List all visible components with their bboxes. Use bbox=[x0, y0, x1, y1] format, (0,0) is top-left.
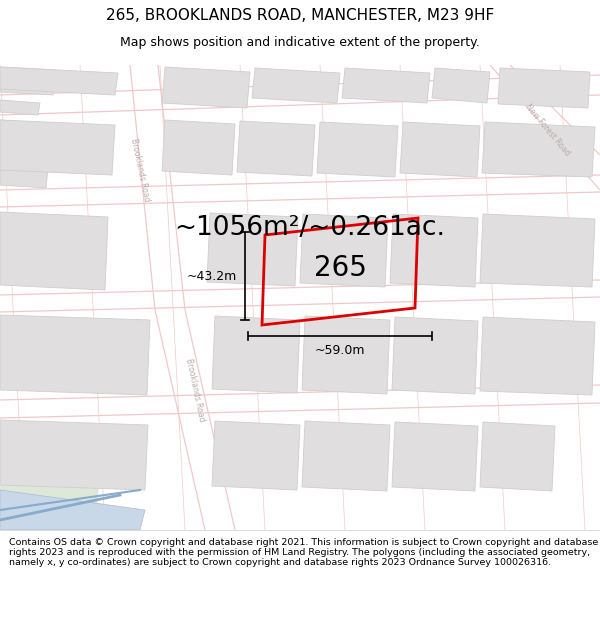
Text: Brooklands Road: Brooklands Road bbox=[129, 138, 151, 202]
Polygon shape bbox=[0, 212, 108, 290]
Polygon shape bbox=[0, 100, 40, 115]
Polygon shape bbox=[162, 120, 235, 175]
Polygon shape bbox=[300, 214, 388, 287]
Polygon shape bbox=[480, 422, 555, 491]
Text: 265, BROOKLANDS ROAD, MANCHESTER, M23 9HF: 265, BROOKLANDS ROAD, MANCHESTER, M23 9H… bbox=[106, 8, 494, 23]
Text: ~1056m²/~0.261ac.: ~1056m²/~0.261ac. bbox=[175, 215, 445, 241]
Polygon shape bbox=[342, 68, 430, 103]
Polygon shape bbox=[0, 490, 145, 530]
Polygon shape bbox=[432, 68, 490, 103]
Text: New Forest Road: New Forest Road bbox=[524, 102, 572, 158]
Text: Brooklands Road: Brooklands Road bbox=[184, 357, 206, 422]
Text: Map shows position and indicative extent of the property.: Map shows position and indicative extent… bbox=[120, 36, 480, 49]
Polygon shape bbox=[0, 420, 148, 490]
Polygon shape bbox=[480, 317, 595, 395]
Polygon shape bbox=[0, 67, 118, 95]
Polygon shape bbox=[0, 315, 150, 395]
Polygon shape bbox=[212, 421, 300, 490]
Polygon shape bbox=[400, 122, 480, 177]
Polygon shape bbox=[317, 122, 398, 177]
Polygon shape bbox=[252, 68, 340, 103]
Text: ~43.2m: ~43.2m bbox=[187, 269, 237, 282]
Polygon shape bbox=[390, 214, 478, 287]
Polygon shape bbox=[302, 316, 390, 394]
Polygon shape bbox=[207, 213, 298, 286]
Polygon shape bbox=[0, 165, 48, 188]
Polygon shape bbox=[392, 422, 478, 491]
Polygon shape bbox=[482, 122, 595, 177]
Polygon shape bbox=[162, 67, 250, 108]
Polygon shape bbox=[480, 214, 595, 287]
Polygon shape bbox=[0, 455, 100, 530]
Text: ~59.0m: ~59.0m bbox=[315, 344, 365, 357]
Polygon shape bbox=[392, 317, 478, 394]
Polygon shape bbox=[0, 120, 115, 175]
Polygon shape bbox=[212, 316, 300, 393]
Polygon shape bbox=[0, 67, 55, 95]
Text: Contains OS data © Crown copyright and database right 2021. This information is : Contains OS data © Crown copyright and d… bbox=[9, 538, 598, 568]
Polygon shape bbox=[237, 121, 315, 176]
Polygon shape bbox=[302, 421, 390, 491]
Text: 265: 265 bbox=[314, 254, 367, 282]
Polygon shape bbox=[498, 68, 590, 108]
Polygon shape bbox=[0, 120, 50, 162]
